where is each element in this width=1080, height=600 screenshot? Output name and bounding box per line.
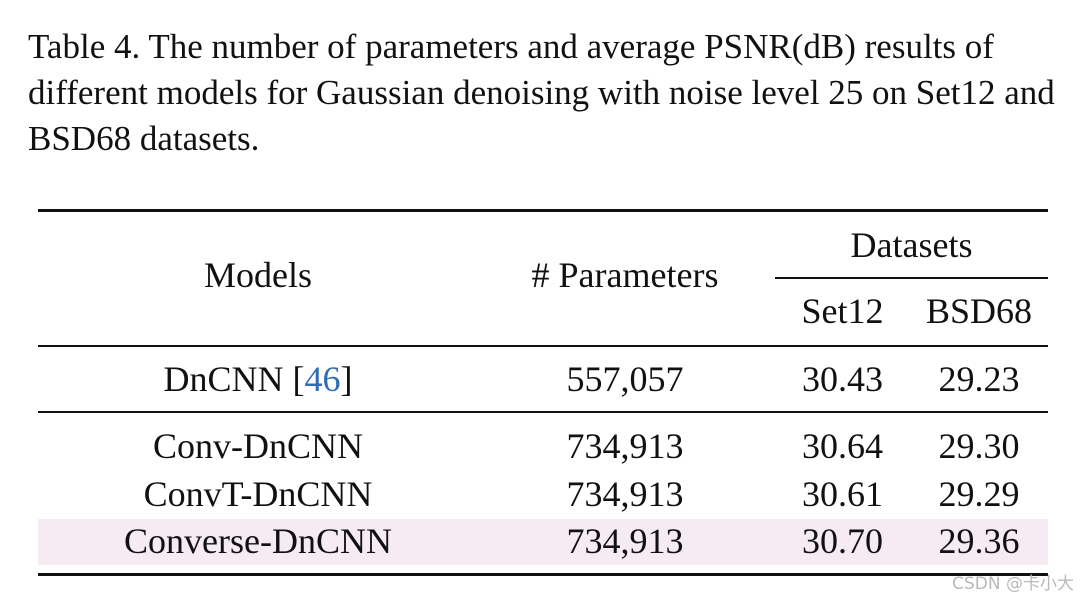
table-bottom-rule (38, 573, 1048, 576)
baseline-set12: 30.43 (802, 359, 883, 399)
baseline-model: DnCNN [46] (108, 357, 408, 401)
row-model: Converse-DnCNN (124, 521, 392, 561)
datasets-cmidrule (775, 277, 1048, 279)
header-bsd68: BSD68 (925, 291, 1033, 331)
citation-link[interactable]: 46 (304, 359, 341, 399)
row-bsd68: 29.36 (938, 521, 1020, 561)
row-model: Conv-DnCNN (152, 426, 363, 466)
header-datasets: Datasets (850, 225, 973, 265)
citation-open: [ (283, 359, 305, 399)
row-model: ConvT-DnCNN (143, 474, 373, 514)
table-group-rule (38, 411, 1048, 413)
row-bsd68: 29.30 (938, 426, 1020, 466)
baseline-model-name: DnCNN (163, 359, 284, 399)
header-models: Models (204, 255, 312, 295)
row-set12: 30.61 (802, 474, 883, 514)
citation-close: ] (340, 359, 353, 399)
row-highlight (38, 519, 1048, 565)
table-top-rule (38, 209, 1048, 212)
row-parameters: 734,913 (566, 521, 684, 561)
table-header-rule (38, 345, 1048, 347)
row-parameters: 734,913 (566, 426, 684, 466)
baseline-bsd68: 29.23 (938, 359, 1020, 399)
row-set12: 30.70 (802, 521, 883, 561)
table-caption: Table 4. The number of parameters and av… (28, 27, 1055, 158)
header-parameters: # Parameters (531, 255, 719, 295)
row-bsd68: 29.29 (938, 474, 1020, 514)
row-set12: 30.64 (802, 426, 883, 466)
baseline-parameters: 557,057 (566, 359, 684, 399)
watermark: CSDN @卡小大 (952, 574, 1074, 594)
header-set12: Set12 (801, 291, 884, 331)
row-parameters: 734,913 (566, 474, 684, 514)
